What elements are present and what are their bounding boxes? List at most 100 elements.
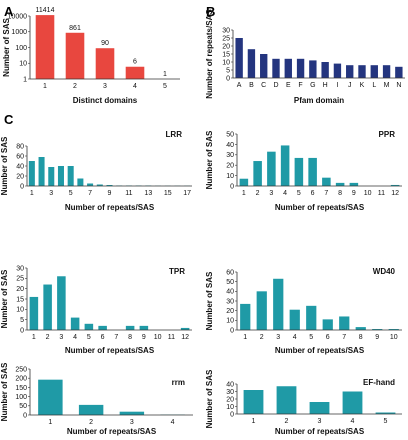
y-tick-label: 60 xyxy=(16,153,24,160)
x-tick-label: 5 xyxy=(309,334,313,341)
x-tick-label: 4 xyxy=(133,83,137,90)
x-tick-label: C xyxy=(261,82,266,89)
y-tick-label: 0 xyxy=(20,183,24,190)
x-tick-label: 7 xyxy=(324,190,328,197)
y-tick-label: 10 xyxy=(222,59,230,66)
bar-ef-hand-5 xyxy=(375,412,396,414)
y-tick-label: 60 xyxy=(226,269,234,276)
x-tick-label: 3 xyxy=(130,419,134,426)
bar-lrr-6 xyxy=(77,178,84,186)
chart-a: 1 10 100 1000 10000 1 2 3 4 5 11414 861 90 6 1 Distinct… xyxy=(2,7,180,105)
y-axis-label: Number of SAS xyxy=(0,136,9,195)
bar-ppr-7 xyxy=(322,177,331,186)
y-tick-label: 50 xyxy=(226,131,234,138)
x-tick-label: 17 xyxy=(183,190,191,197)
x-axis-label: Number of repeats/SAS xyxy=(275,427,365,436)
bar-tpr-3 xyxy=(57,276,66,330)
x-axis-label: Number of repeats/SAS xyxy=(65,203,155,212)
bar-ppr-6 xyxy=(308,157,317,186)
y-tick-label: 0 xyxy=(23,412,27,419)
y-tick-label: 30 xyxy=(226,298,234,305)
y-tick-label: 5 xyxy=(20,317,24,324)
y-tick-label: 20 xyxy=(226,163,234,170)
bar-a-4 xyxy=(125,66,145,79)
bar-ppr-12 xyxy=(390,184,400,186)
x-axis-label: Number of repeats/SAS xyxy=(67,427,157,436)
y-axis-label: Number of SAS xyxy=(0,269,9,328)
data-label: 1 xyxy=(163,71,167,78)
y-tick-label: 10 xyxy=(226,318,234,325)
x-tick-label: 1 xyxy=(243,334,247,341)
bar-b-F xyxy=(296,58,305,78)
bar-lrr-3 xyxy=(48,167,55,186)
bar-b-J xyxy=(346,65,354,78)
data-label: 861 xyxy=(69,25,81,32)
y-tick-label: 40 xyxy=(226,142,234,149)
x-tick-label: 4 xyxy=(293,334,297,341)
y-tick-label: 200 xyxy=(15,376,27,383)
x-axis-label: Number of repeats/SAS xyxy=(275,203,365,212)
bar-lrr-2 xyxy=(38,157,45,186)
y-tick-label: 50 xyxy=(19,403,27,410)
bar-lrr-1 xyxy=(28,161,35,186)
y-tick-label: 10 xyxy=(19,61,27,68)
x-tick-label: 1 xyxy=(48,419,52,426)
bar-b-L xyxy=(370,65,378,78)
y-tick-label: 0 xyxy=(20,327,24,334)
bar-ppr-4 xyxy=(280,145,290,186)
bar-ppr-8 xyxy=(335,182,345,186)
x-tick-label: 6 xyxy=(101,334,105,341)
bar-b-D xyxy=(272,58,280,78)
bar-ppr-9 xyxy=(349,182,359,186)
y-tick-label: 10000 xyxy=(8,13,28,20)
bar-rrm-3 xyxy=(119,411,145,415)
x-tick-label: 6 xyxy=(311,190,315,197)
y-tick-label: 40 xyxy=(226,289,234,296)
bar-tpr-9 xyxy=(139,325,149,330)
x-axis-label: Pfam domain xyxy=(294,96,344,105)
bar-tpr-4 xyxy=(70,317,80,330)
bar-tpr-6 xyxy=(98,325,107,330)
x-tick-label: 2 xyxy=(260,334,264,341)
x-tick-label: M xyxy=(384,82,390,89)
x-tick-label: 3 xyxy=(49,190,53,197)
bar-lrr-7 xyxy=(87,183,94,186)
x-tick-label: 11 xyxy=(125,190,132,197)
y-axis-label: Number of repeats/SAS xyxy=(205,9,214,99)
chart-wd40: 0 10 20 30 40 50 60 1 2 3 4 5 6 7 8 9 10 Number of repeat… xyxy=(205,267,402,355)
bar-wd40-10 xyxy=(388,329,399,330)
x-tick-label: G xyxy=(310,82,315,89)
y-tick-label: 0 xyxy=(230,327,234,334)
chart-title: WD40 xyxy=(373,267,396,276)
bar-ppr-1 xyxy=(239,178,249,186)
bar-b-N xyxy=(395,66,403,78)
x-tick-label: 3 xyxy=(318,418,322,425)
y-tick-label: 5 xyxy=(226,67,230,74)
x-tick-label: 7 xyxy=(342,334,346,341)
bar-wd40-4 xyxy=(289,309,300,330)
bar-lrr-5 xyxy=(67,166,74,186)
x-tick-label: A xyxy=(237,82,242,89)
bar-b-H xyxy=(321,62,329,78)
bar-b-M xyxy=(382,65,391,78)
bar-lrr-8 xyxy=(96,184,103,186)
y-tick-label: 0 xyxy=(230,183,234,190)
bar-lrr-9 xyxy=(106,185,113,186)
panel-label-b: B xyxy=(206,4,215,19)
data-label: 11414 xyxy=(36,7,55,14)
x-tick-label: 9 xyxy=(108,190,112,197)
x-tick-label: 4 xyxy=(283,190,287,197)
data-label: 90 xyxy=(101,40,109,47)
y-tick-label: 150 xyxy=(15,385,27,392)
x-tick-label: 1 xyxy=(30,190,34,197)
panel-label-a: A xyxy=(4,4,14,19)
x-tick-label: 8 xyxy=(338,190,342,197)
y-tick-label: 20 xyxy=(226,308,234,315)
bar-a-1 xyxy=(35,15,55,80)
y-tick-label: 1000 xyxy=(11,29,27,36)
x-tick-label: 9 xyxy=(352,190,356,197)
y-tick-label: 20 xyxy=(16,286,24,293)
bar-ef-hand-4 xyxy=(342,391,363,414)
